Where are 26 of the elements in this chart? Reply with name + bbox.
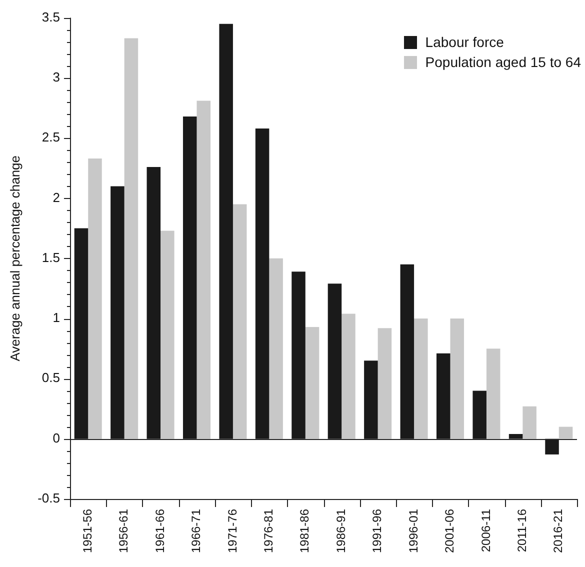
y-tick-label: 1 [52,310,60,326]
y-tick-label: -0.5 [38,490,60,506]
legend-label: Population aged 15 to 64 [425,54,581,70]
y-tick-label: 0 [52,430,60,446]
x-tick-label: 1991-96 [370,508,384,554]
x-tick-label: 2001-06 [442,508,457,554]
y-tick-label: 1.5 [42,250,60,265]
legend-label: Labour force [425,34,504,50]
x-tick-label: 1966-71 [189,508,204,554]
x-tick-label: 2011-16 [514,508,529,552]
x-tick-label: 1996-01 [406,508,420,554]
x-tick-label: 1971-76 [225,508,240,554]
y-tick-label: 2 [52,190,60,205]
x-tick-label: 1986-91 [334,508,348,554]
x-tick-label: 1956-61 [116,508,131,554]
y-tick-label: 0.5 [42,370,60,386]
x-tick-label: 1981-86 [298,508,312,554]
x-tick-label: 1976-81 [261,508,276,554]
y-tick-label: 3 [52,70,60,85]
x-tick-label: 1961-66 [152,508,167,554]
y-tick-label: 3.5 [42,9,60,24]
y-axis-title: Average annual percentage change [7,156,22,362]
x-tick-label: 2006-11 [478,508,493,552]
y-tick-label: 2.5 [42,130,60,145]
x-tick-label: 1951-56 [80,508,94,554]
x-tick-label: 2016-21 [551,508,566,554]
